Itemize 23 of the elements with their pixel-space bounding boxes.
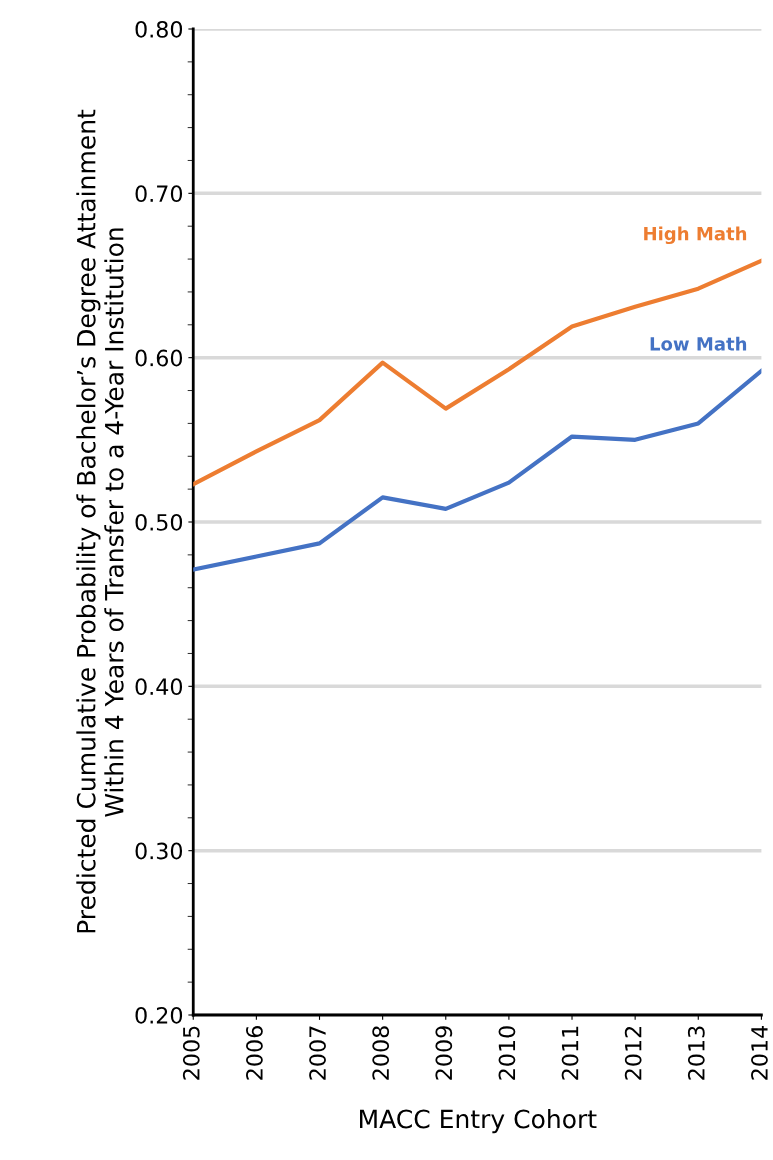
- y-axis-title: Predicted Cumulative Probability of Bachelor’s Degree Attainment Within 4 Years of Transfer to a 4-Year Institution: [76, 109, 124, 933]
- x-tick-label: 2006: [246, 1026, 263, 1080]
- x-tick-label: 2005: [182, 1026, 200, 1080]
- x-tick-label: 2011: [561, 1026, 579, 1080]
- x-tick-label: 2009: [435, 1026, 453, 1080]
- x-tick-label: 2007: [309, 1026, 326, 1080]
- x-axis-title: MACC Entry Cohort: [360, 1109, 597, 1134]
- x-tick-label: 2013: [687, 1026, 705, 1080]
- y-tick-label: 0.50: [135, 513, 183, 531]
- series-label: Low Math: [650, 336, 747, 351]
- y-tick-label: 0.20: [135, 1006, 183, 1024]
- y-tick-label: 0.30: [135, 842, 183, 860]
- y-tick-label: 0.60: [135, 349, 183, 367]
- line-series: [193, 258, 762, 487]
- x-tick-label: 2012: [624, 1026, 642, 1080]
- y-tick-label: 0.70: [135, 185, 183, 203]
- y-tick-label: 0.80: [135, 20, 183, 38]
- x-tick-label: 2014: [751, 1025, 768, 1080]
- x-tick-label: 2010: [498, 1026, 516, 1080]
- y-tick-label: 0.40: [135, 678, 183, 696]
- series-label: High Math: [644, 226, 747, 245]
- x-tick-label: 2008: [372, 1026, 390, 1080]
- line-series: [193, 368, 762, 572]
